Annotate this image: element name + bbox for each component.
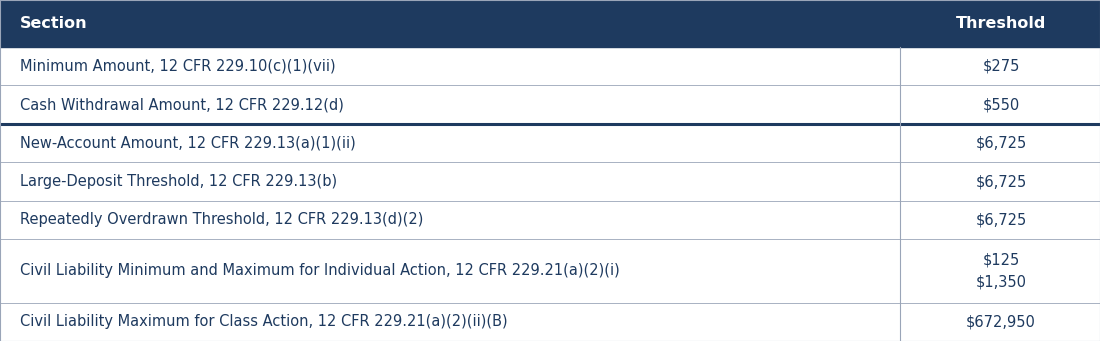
Text: $1,350: $1,350 (976, 274, 1026, 289)
Text: Civil Liability Minimum and Maximum for Individual Action, 12 CFR 229.21(a)(2)(i: Civil Liability Minimum and Maximum for … (20, 263, 619, 278)
Text: Section: Section (20, 16, 87, 31)
Text: Minimum Amount, 12 CFR 229.10(c)(1)(vii): Minimum Amount, 12 CFR 229.10(c)(1)(vii) (20, 59, 336, 74)
Text: $672,950: $672,950 (966, 314, 1036, 329)
Bar (0, 124, 1100, 162)
Text: $6,725: $6,725 (976, 136, 1026, 151)
Text: Threshold: Threshold (956, 16, 1046, 31)
Text: $275: $275 (982, 59, 1020, 74)
Bar (0, 0, 1100, 47)
Text: New-Account Amount, 12 CFR 229.13(a)(1)(ii): New-Account Amount, 12 CFR 229.13(a)(1)(… (20, 136, 355, 151)
Text: Cash Withdrawal Amount, 12 CFR 229.12(d): Cash Withdrawal Amount, 12 CFR 229.12(d) (20, 97, 343, 112)
Text: $550: $550 (982, 97, 1020, 112)
Text: Large-Deposit Threshold, 12 CFR 229.13(b): Large-Deposit Threshold, 12 CFR 229.13(b… (20, 174, 337, 189)
Text: $6,725: $6,725 (976, 212, 1026, 227)
Text: Civil Liability Maximum for Class Action, 12 CFR 229.21(a)(2)(ii)(B): Civil Liability Maximum for Class Action… (20, 314, 507, 329)
Text: $6,725: $6,725 (976, 174, 1026, 189)
Bar (0, 239, 1100, 302)
Bar (0, 162, 1100, 201)
Bar (0, 86, 1100, 124)
Bar (0, 47, 1100, 86)
Bar (0, 302, 1100, 341)
Text: Repeatedly Overdrawn Threshold, 12 CFR 229.13(d)(2): Repeatedly Overdrawn Threshold, 12 CFR 2… (20, 212, 424, 227)
Bar (0, 201, 1100, 239)
Text: $125: $125 (982, 253, 1020, 268)
